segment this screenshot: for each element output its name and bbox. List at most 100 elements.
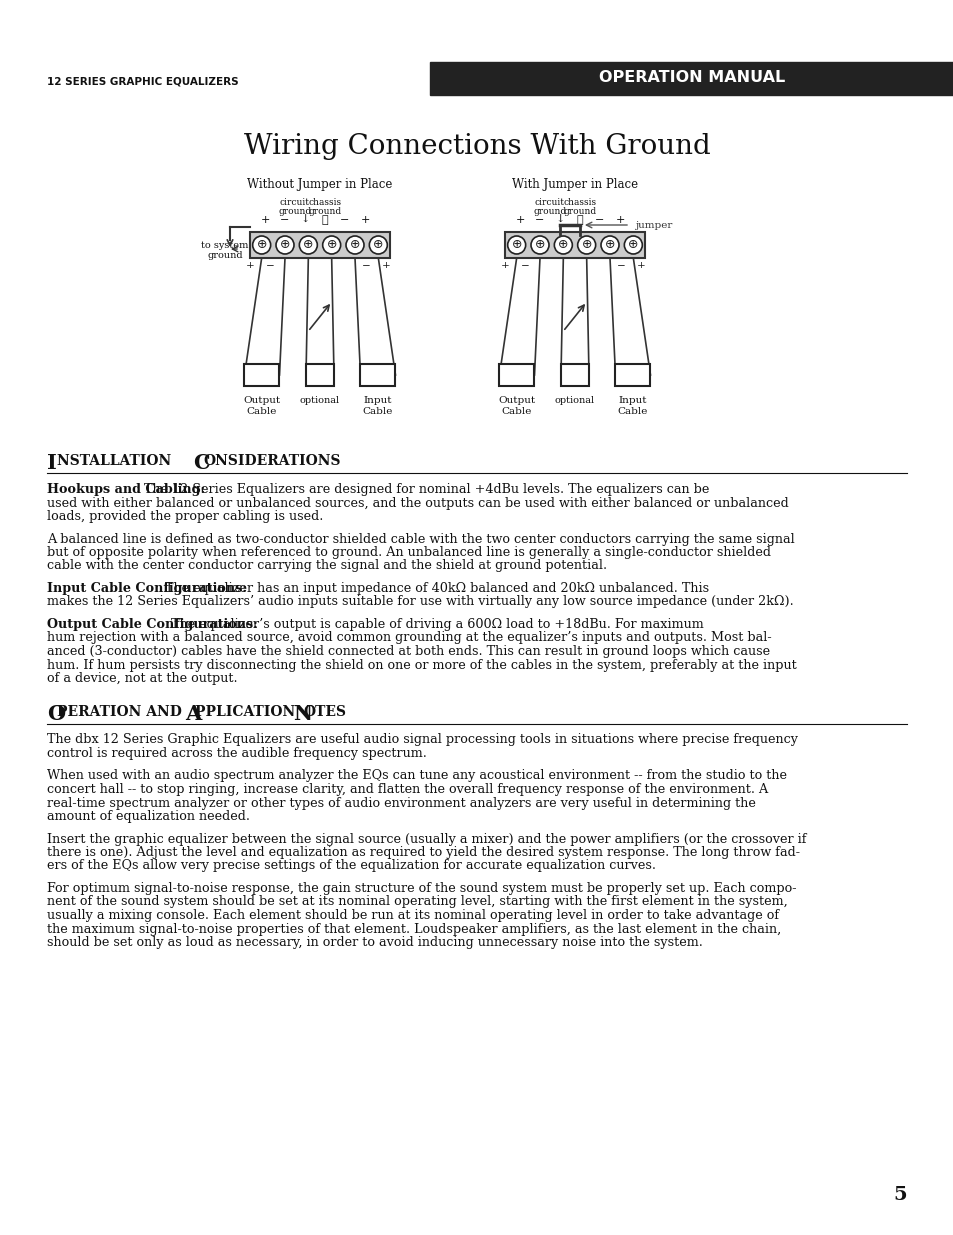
Text: to system: to system <box>201 241 249 249</box>
Text: Output: Output <box>243 396 280 405</box>
Bar <box>430 62 953 95</box>
Text: ⊕: ⊕ <box>279 238 290 252</box>
Text: the maximum signal-to-noise properties of that element. Loudspeaker amplifiers, : the maximum signal-to-noise properties o… <box>47 923 781 935</box>
Text: Cable: Cable <box>247 408 277 416</box>
Text: NSTALLATION: NSTALLATION <box>57 454 181 468</box>
Text: Output Cable Configurations:: Output Cable Configurations: <box>47 618 257 631</box>
Text: used with either balanced or unbalanced sources, and the outputs can be used wit: used with either balanced or unbalanced … <box>47 496 788 510</box>
Text: With Jumper in Place: With Jumper in Place <box>512 178 638 191</box>
Text: Without Jumper in Place: Without Jumper in Place <box>247 178 393 191</box>
Text: ground: ground <box>563 207 596 216</box>
Circle shape <box>275 236 294 254</box>
Text: ⊕: ⊕ <box>303 238 314 252</box>
Text: −: − <box>616 262 625 270</box>
Text: +: + <box>381 262 390 270</box>
Text: The dbx 12 Series Graphic Equalizers are useful audio signal processing tools in: The dbx 12 Series Graphic Equalizers are… <box>47 734 797 746</box>
Text: loads, provided the proper cabling is used.: loads, provided the proper cabling is us… <box>47 510 323 522</box>
Text: −: − <box>595 215 604 225</box>
Circle shape <box>600 236 618 254</box>
Text: ⊕: ⊕ <box>558 238 568 252</box>
Text: ⊕: ⊕ <box>350 238 360 252</box>
Text: ers of the EQs allow very precise settings of the equalization for accurate equa: ers of the EQs allow very precise settin… <box>47 860 656 872</box>
Text: ground: ground <box>308 207 341 216</box>
Text: +: + <box>360 215 370 225</box>
Text: −: − <box>280 215 290 225</box>
Text: ⊕: ⊕ <box>373 238 383 252</box>
Text: PERATION AND: PERATION AND <box>57 704 187 719</box>
Text: there is one). Adjust the level and equalization as required to yield the desire: there is one). Adjust the level and equa… <box>47 846 800 860</box>
Text: For optimum signal-to-noise response, the gain structure of the sound system mus: For optimum signal-to-noise response, th… <box>47 882 796 895</box>
Bar <box>244 364 279 387</box>
Bar <box>615 364 650 387</box>
Bar <box>499 364 534 387</box>
Text: ↓: ↓ <box>555 215 564 225</box>
Text: +: + <box>500 262 509 270</box>
Text: OTES: OTES <box>303 704 346 719</box>
Text: −: − <box>265 262 274 270</box>
Text: The equalizer has an input impedance of 40kΩ balanced and 20kΩ unbalanced. This: The equalizer has an input impedance of … <box>161 582 708 595</box>
Text: +: + <box>245 262 254 270</box>
Text: nent of the sound system should be set at its nominal operating level, starting : nent of the sound system should be set a… <box>47 895 787 909</box>
Bar <box>306 364 334 387</box>
Text: N: N <box>293 704 312 724</box>
Text: +: + <box>615 215 624 225</box>
Text: ground: ground <box>533 207 566 216</box>
Circle shape <box>253 236 271 254</box>
Circle shape <box>531 236 548 254</box>
Text: Cable: Cable <box>362 408 393 416</box>
Circle shape <box>346 236 364 254</box>
Circle shape <box>623 236 641 254</box>
Text: hum. If hum persists try disconnecting the shield on one or more of the cables i: hum. If hum persists try disconnecting t… <box>47 658 796 672</box>
Text: O: O <box>47 704 65 724</box>
Text: +: + <box>636 262 644 270</box>
Circle shape <box>369 236 387 254</box>
Text: The 12 Series Equalizers are designed for nominal +4dBu levels. The equalizers c: The 12 Series Equalizers are designed fo… <box>140 483 709 496</box>
Bar <box>360 364 395 387</box>
Circle shape <box>554 236 572 254</box>
Circle shape <box>322 236 340 254</box>
Text: Input Cable Configurations:: Input Cable Configurations: <box>47 582 247 595</box>
Text: ONSIDERATIONS: ONSIDERATIONS <box>203 454 340 468</box>
Text: A balanced line is defined as two-conductor shielded cable with the two center c: A balanced line is defined as two-conduc… <box>47 532 794 546</box>
Text: optional: optional <box>299 396 339 405</box>
Circle shape <box>299 236 317 254</box>
Text: makes the 12 Series Equalizers’ audio inputs suitable for use with virtually any: makes the 12 Series Equalizers’ audio in… <box>47 595 793 609</box>
Text: +: + <box>260 215 270 225</box>
Text: Wiring Connections With Ground: Wiring Connections With Ground <box>243 133 710 161</box>
Text: ⫿: ⫿ <box>576 215 582 225</box>
Text: real-time spectrum analyzer or other types of audio environment analyzers are ve: real-time spectrum analyzer or other typ… <box>47 797 755 809</box>
Text: C: C <box>193 453 210 473</box>
Text: Cable: Cable <box>618 408 647 416</box>
Text: ⊕: ⊕ <box>256 238 267 252</box>
Text: Insert the graphic equalizer between the signal source (usually a mixer) and the: Insert the graphic equalizer between the… <box>47 832 805 846</box>
Text: cable with the center conductor carrying the signal and the shield at ground pot: cable with the center conductor carrying… <box>47 559 606 573</box>
Text: ground: ground <box>278 207 312 216</box>
Text: ⊕: ⊕ <box>511 238 521 252</box>
Circle shape <box>507 236 525 254</box>
Text: −: − <box>361 262 370 270</box>
Text: −: − <box>520 262 529 270</box>
Text: chassis: chassis <box>308 198 341 207</box>
Text: OPERATION MANUAL: OPERATION MANUAL <box>598 70 784 85</box>
Circle shape <box>578 236 595 254</box>
Text: circuit: circuit <box>280 198 310 207</box>
Text: Input: Input <box>363 396 392 405</box>
Text: usually a mixing console. Each element should be run at its nominal operating le: usually a mixing console. Each element s… <box>47 909 779 923</box>
Text: control is required across the audible frequency spectrum.: control is required across the audible f… <box>47 747 426 760</box>
Text: When used with an audio spectrum analyzer the EQs can tune any acoustical enviro: When used with an audio spectrum analyze… <box>47 769 786 783</box>
Text: concert hall -- to stop ringing, increase clarity, and flatten the overall frequ: concert hall -- to stop ringing, increas… <box>47 783 767 797</box>
Text: of a device, not at the output.: of a device, not at the output. <box>47 672 237 685</box>
Text: ⊕: ⊕ <box>604 238 615 252</box>
Text: but of opposite polarity when referenced to ground. An unbalanced line is genera: but of opposite polarity when referenced… <box>47 546 770 559</box>
Text: jumper: jumper <box>635 221 672 230</box>
Text: Hookups and Cabling:: Hookups and Cabling: <box>47 483 205 496</box>
Text: ⫿: ⫿ <box>321 215 328 225</box>
Text: hum rejection with a balanced source, avoid common grounding at the equalizer’s : hum rejection with a balanced source, av… <box>47 631 771 645</box>
Text: ⊕: ⊕ <box>535 238 545 252</box>
Text: −: − <box>340 215 350 225</box>
Text: 12 SERIES GRAPHIC EQUALIZERS: 12 SERIES GRAPHIC EQUALIZERS <box>47 77 238 86</box>
Text: Output: Output <box>497 396 535 405</box>
Text: amount of equalization needed.: amount of equalization needed. <box>47 810 250 823</box>
Bar <box>250 232 390 258</box>
Text: ground: ground <box>207 251 243 259</box>
